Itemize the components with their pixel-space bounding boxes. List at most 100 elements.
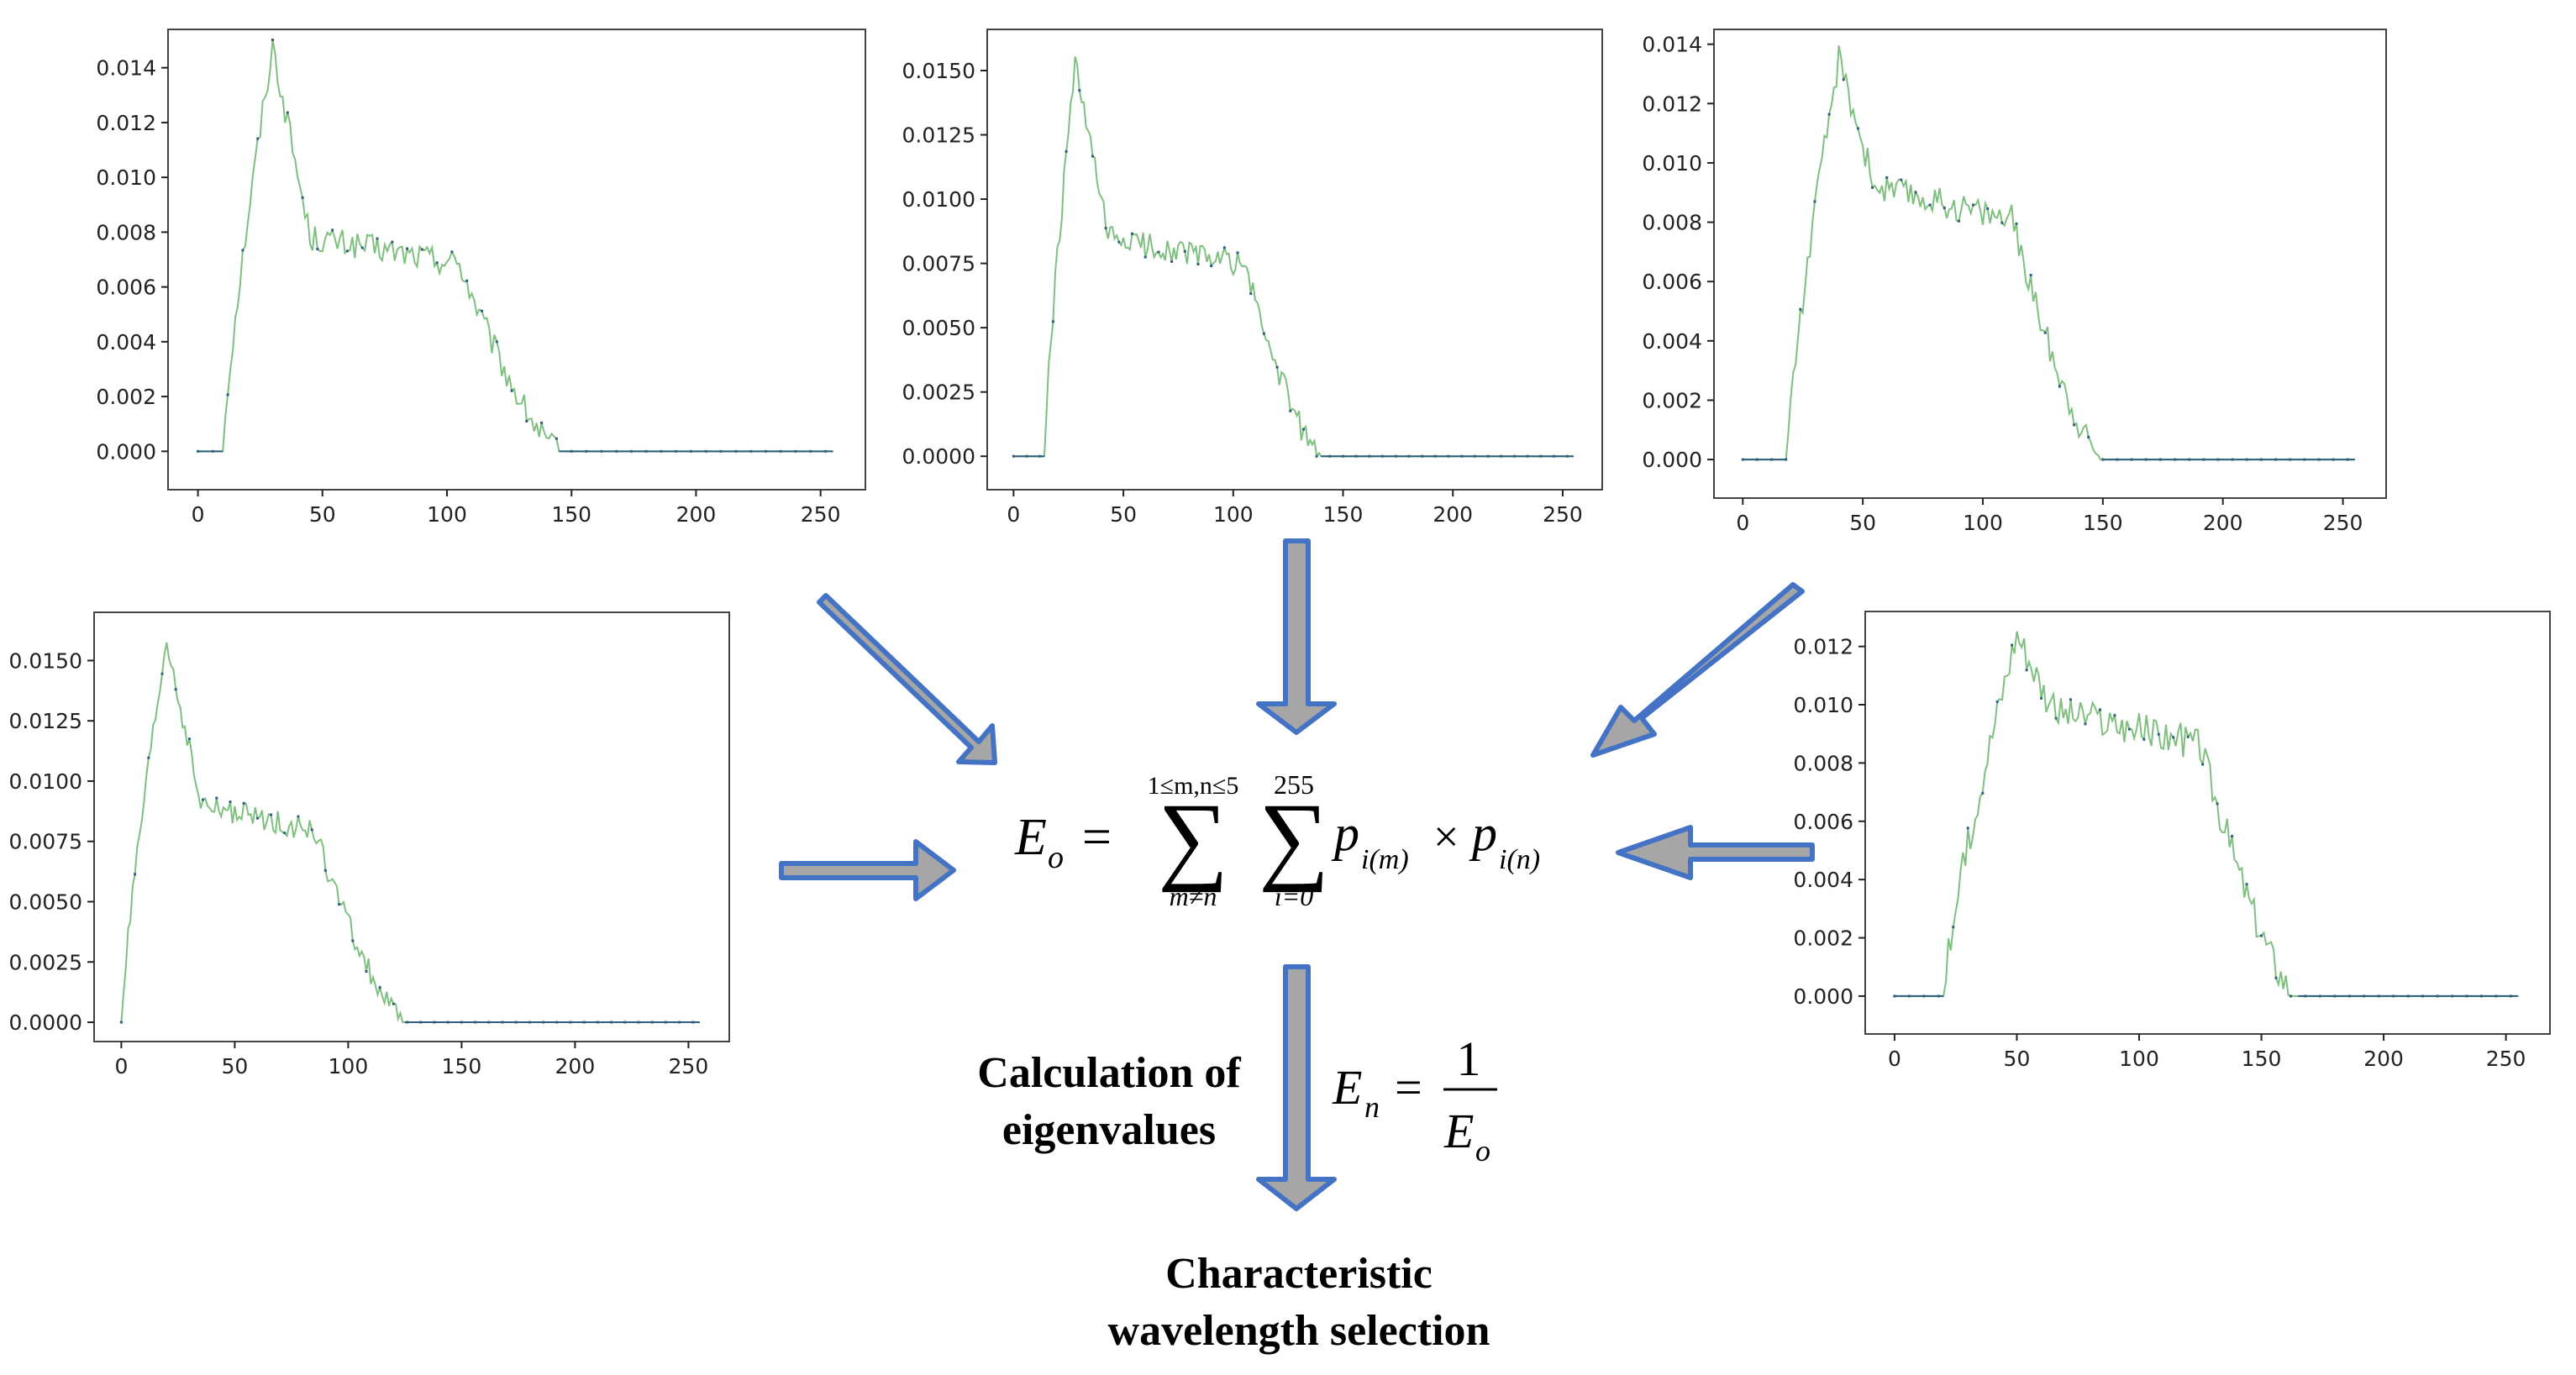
x-tick-label: 100 (329, 1054, 369, 1078)
y-tick-label: 0.012 (96, 111, 156, 135)
spectrum-point (2029, 274, 2032, 277)
x-tick-label: 100 (1213, 502, 1254, 527)
y-tick-label: 0.008 (1642, 211, 1702, 235)
spectrum-point (365, 970, 368, 974)
spectrum-point (1262, 332, 1265, 335)
spectrum-point (147, 756, 150, 759)
spectrum-point (1051, 320, 1054, 323)
spectrum-point (450, 250, 454, 254)
spectrum-point (1952, 926, 1955, 929)
spectrum-point (2157, 732, 2160, 736)
spectrum-chart-3: 0 50 100 150 200 250 0.000 0.002 0.004 0.006 0.008… (1642, 29, 2387, 535)
spectrum-point (510, 389, 513, 392)
spectrum-line (120, 642, 700, 1023)
spectrum-point (1315, 454, 1318, 458)
spectrum-point (2058, 385, 2061, 388)
y-tick-label: 0.0025 (9, 950, 82, 974)
spectrum-point (1196, 262, 1200, 265)
spectrum-point (2098, 708, 2101, 711)
spectrum-point (1885, 176, 1889, 179)
spectrum-point (2025, 669, 2028, 672)
y-tick-label: 0.004 (1642, 329, 1702, 354)
formula-p-m: p (1331, 806, 1359, 861)
spectrum-point (1981, 791, 1985, 795)
spectrum-line (1894, 631, 2519, 997)
y-tick-label: 0.0125 (9, 709, 82, 733)
spectrum-point (119, 1021, 123, 1024)
y-tick-label: 0.000 (1793, 984, 1853, 1009)
selection-label-line1: Characteristic (1165, 1250, 1433, 1298)
spectrum-point (2015, 222, 2018, 225)
y-tick-label: 0.008 (1793, 751, 1853, 775)
x-tick-label: 0 (1888, 1047, 1901, 1071)
spectrum-point (406, 247, 409, 250)
spectrum-point (378, 986, 381, 989)
formula-sigma-1: ∑ (1158, 783, 1228, 893)
calc-label-line1: Calculation of (977, 1049, 1241, 1097)
x-tick-label: 100 (427, 502, 467, 527)
spectrum-point (331, 228, 334, 232)
spectrum-chart-2: 0 50 100 150 200 250 0.0000 0.0025 0.0050 0.0075 0… (902, 29, 1603, 527)
formula-En-subscript: n (1364, 1090, 1380, 1124)
y-tick-label: 0.0025 (902, 380, 975, 405)
y-tick-label: 0.0150 (9, 648, 82, 673)
formula-En-equals: = (1395, 1060, 1422, 1115)
spectrum-line (197, 39, 833, 453)
spectrum-point (283, 832, 287, 835)
spectrum-point (1842, 78, 1845, 81)
chart-frame (93, 611, 730, 1042)
spectrum-point (316, 247, 319, 250)
spectrum-point (2216, 802, 2219, 806)
spectrum-point (2186, 735, 2190, 738)
spectrum-point (525, 419, 528, 422)
eigenvalue-formula: E n = 1 E o (1332, 1031, 1497, 1168)
spectrum-point (1249, 292, 1253, 296)
y-tick-label: 0.0100 (9, 769, 82, 794)
spectrum-point (1813, 200, 1816, 203)
y-tick-label: 0.000 (96, 439, 156, 464)
y-tick-label: 0.0050 (9, 890, 82, 914)
spectrum-point (2231, 834, 2234, 837)
spectrum-point (2054, 716, 2058, 720)
arrow-from-chart-4 (779, 839, 956, 901)
spectrum-point (1289, 409, 1292, 412)
y-tick-label: 0.010 (1793, 693, 1853, 717)
spectrum-point (1966, 827, 1969, 830)
spectrum-point (2274, 976, 2278, 979)
spectrum-point (1986, 207, 1990, 211)
y-tick-label: 0.002 (1793, 926, 1853, 951)
spectrum-point (1900, 178, 1903, 181)
formula-Eo-symbol: E (1014, 809, 1047, 866)
spectrum-point (1957, 219, 1960, 223)
chart-frame (1864, 611, 2551, 1035)
y-tick-label: 0.014 (1642, 33, 1702, 57)
formula-sum2-upper: 255 (1274, 769, 1314, 800)
x-tick-label: 200 (2203, 511, 2243, 535)
chart-frame (986, 29, 1603, 491)
spectrum-point (2040, 696, 2043, 700)
y-tick-label: 0.002 (1642, 388, 1702, 412)
x-tick-label: 150 (551, 502, 591, 527)
spectrum-point (1799, 307, 1802, 311)
spectrum-point (555, 437, 558, 440)
formula-sigma-2: ∑ (1259, 783, 1329, 893)
spectrum-point (392, 1002, 395, 1005)
spectrum-point (301, 196, 304, 199)
spectrum-point (271, 38, 274, 41)
x-tick-label: 50 (309, 502, 336, 527)
chart-frame (167, 29, 866, 491)
spectrum-point (2113, 714, 2116, 717)
formula-numerator-one: 1 (1457, 1031, 1481, 1086)
arrows (779, 538, 1815, 1211)
formula-p-n: p (1469, 806, 1497, 861)
y-tick-label: 0.006 (1642, 270, 1702, 294)
spectrum-chart-5: 0 50 100 150 200 250 0.000 0.002 0.004 0.006 0.008… (1793, 611, 2551, 1071)
x-tick-label: 250 (1543, 502, 1583, 527)
spectrum-point (1914, 191, 1917, 194)
spectrum-point (1301, 428, 1305, 431)
spectrum-point (1275, 365, 1279, 369)
spectrum-point (1157, 250, 1160, 254)
spectrum-point (465, 279, 469, 282)
spectrum-point (481, 309, 483, 312)
formula-denominator-E: E (1443, 1104, 1474, 1158)
